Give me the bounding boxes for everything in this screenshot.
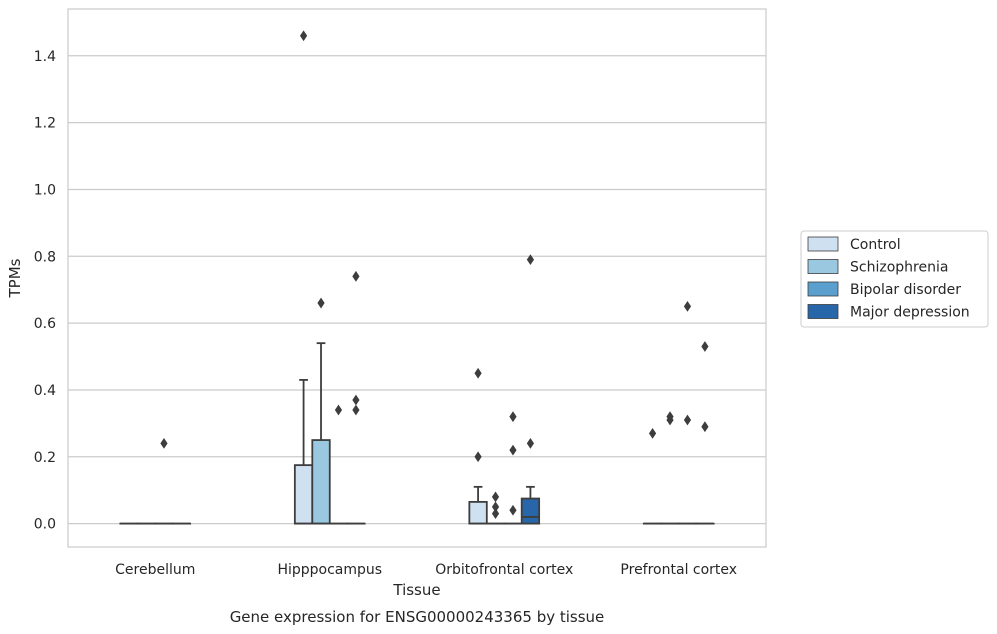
box [468,500,488,525]
outlier-point [509,504,517,516]
legend-label: Bipolar disorder [850,282,961,298]
y-tick-label: 1.4 [34,49,56,65]
outlier-point [334,404,343,416]
outlier-point [474,451,482,463]
y-tick-label: 0.4 [34,383,56,399]
outlier-point [474,367,482,379]
x-tick-label: Prefrontal cortex [620,562,737,578]
legend: Control Schizophrenia Bipolar disorder Majo… [800,230,989,328]
y-tick-label: 1.0 [34,182,56,198]
series-control [119,30,663,525]
x-tick-label: Hipppocampus [277,562,382,578]
outlier-point [526,254,535,266]
legend-label: Major depression [850,305,970,321]
outlier-point [648,427,657,439]
legend-label: Control [850,237,901,253]
y-axis-title: TPMs [6,258,24,298]
series-major-depression [171,254,715,525]
outlier-point [352,270,360,282]
legend-swatch [807,304,839,319]
legend-swatch [807,259,839,274]
box [293,464,314,525]
outlier-point [666,411,674,423]
outlier-point [683,301,692,312]
box-marks [119,30,715,525]
outlier-point [683,414,692,426]
outlier-point [299,30,308,42]
outlier-point [509,411,517,423]
x-tick-label: Cerebellum [115,562,195,578]
outlier-point [317,297,325,309]
x-tick-labels: Cerebellum Hipppocampus Orbitofrontal cort… [115,562,737,578]
outlier-point [701,341,709,352]
outlier-point [701,421,709,433]
legend-frame [800,230,989,328]
x-axis-title: Tissue [392,581,440,599]
series-schizophrenia [136,297,680,525]
chart-caption: Gene expression for ENSG00000243365 by t… [230,608,605,626]
y-tick-label: 0.0 [34,517,56,533]
y-tick-label: 0.8 [34,249,56,265]
outlier-point [491,508,500,519]
outlier-point [526,438,535,449]
outlier-point [352,394,360,406]
y-tick-label: 0.2 [34,450,56,466]
plot-frame [67,8,767,548]
outlier-point [491,501,500,513]
outlier-point [160,438,168,449]
x-tick-label: Orbitofrontal cortex [435,562,573,578]
legend-label: Schizophrenia [850,260,948,276]
y-tick-labels: 0.0 0.2 0.4 0.6 0.8 1.0 1.2 1.4 [34,49,56,533]
outlier-point [509,444,517,456]
outlier-point [352,404,360,416]
y-tick-label: 1.2 [34,116,56,132]
gridlines [68,55,766,525]
legend-swatch [807,281,839,297]
legend-swatch [807,236,839,252]
box [311,439,331,525]
y-tick-label: 0.6 [34,316,56,332]
box [520,497,541,525]
plot-background [68,9,766,547]
outlier-point [491,491,500,503]
